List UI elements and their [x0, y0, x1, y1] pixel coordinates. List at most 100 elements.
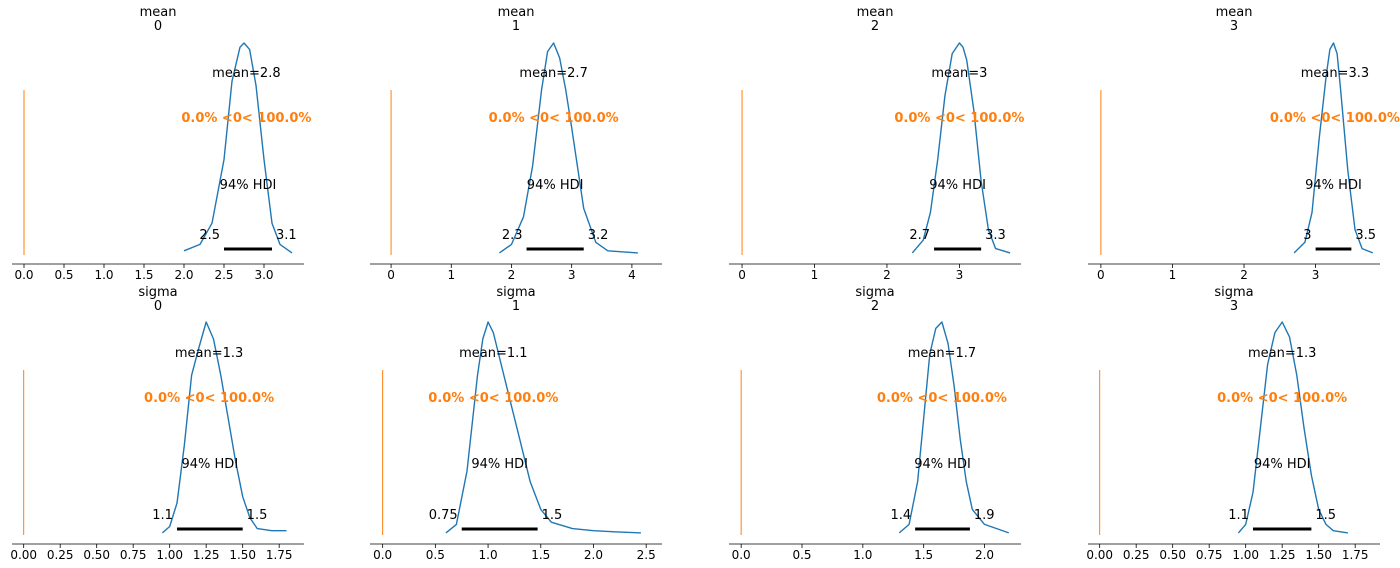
panel-subtitle: 2 — [871, 299, 879, 314]
reference-percent-label: 0.0% <0< 100.0% — [144, 391, 274, 406]
x-tick-label: 2.0 — [975, 548, 994, 562]
mean-label: mean=3 — [931, 66, 987, 81]
x-tick-label: 0.0 — [732, 548, 751, 562]
panel-subtitle: 1 — [512, 299, 520, 314]
x-tick-label: 0.75 — [1196, 548, 1223, 562]
x-tick-label: 1 — [1169, 268, 1177, 282]
x-tick-label: 2.5 — [637, 548, 656, 562]
x-tick-label: 0.25 — [1123, 548, 1150, 562]
hdi-low-label: 0.75 — [429, 508, 458, 523]
posterior-kde-line — [445, 321, 641, 534]
panel-subtitle: 1 — [512, 19, 520, 34]
panel-subtitle: 0 — [154, 19, 162, 34]
reference-percent-label: 0.0% <0< 100.0% — [428, 391, 558, 406]
hdi-label: 94% HDI — [471, 457, 528, 472]
hdi-label: 94% HDI — [914, 457, 971, 472]
x-tick-label: 3.0 — [254, 268, 273, 282]
hdi-low-label: 3 — [1303, 228, 1311, 243]
x-tick-label: 0.00 — [10, 548, 37, 562]
x-tick-label: 3 — [1312, 268, 1320, 282]
x-tick-label: 1 — [447, 268, 455, 282]
hdi-high-label: 3.1 — [276, 228, 297, 243]
hdi-high-label: 1.5 — [247, 508, 268, 523]
x-tick-label: 2.0 — [584, 548, 603, 562]
mean-label: mean=1.3 — [175, 346, 243, 361]
x-tick-label: 0.5 — [792, 548, 811, 562]
hdi-label: 94% HDI — [220, 178, 277, 193]
mean-label: mean=2.8 — [212, 66, 280, 81]
x-tick-label: 1.50 — [1305, 548, 1332, 562]
hdi-label: 94% HDI — [1254, 457, 1311, 472]
x-tick-label: 0.25 — [47, 548, 74, 562]
mean-label: mean=1.1 — [459, 346, 527, 361]
panel-title: mean — [857, 5, 894, 20]
mean-label: mean=3.3 — [1301, 66, 1369, 81]
x-tick-label: 1.0 — [853, 548, 872, 562]
hdi-low-label: 1.1 — [1228, 508, 1249, 523]
x-tick-label: 0 — [1097, 268, 1105, 282]
x-tick-label: 3 — [956, 268, 964, 282]
panel-subtitle: 3 — [1230, 19, 1238, 34]
reference-percent-label: 0.0% <0< 100.0% — [894, 111, 1024, 126]
panel-subtitle: 0 — [154, 299, 162, 314]
panel-subtitle: 3 — [1230, 299, 1238, 314]
hdi-label: 94% HDI — [929, 178, 986, 193]
reference-percent-label: 0.0% <0< 100.0% — [877, 391, 1007, 406]
posterior-kde-line — [911, 42, 1011, 254]
x-tick-label: 0.50 — [1159, 548, 1186, 562]
x-tick-label: 1.5 — [134, 268, 153, 282]
mean-label: mean=1.3 — [1248, 346, 1316, 361]
x-tick-label: 0 — [738, 268, 746, 282]
x-tick-label: 2 — [883, 268, 891, 282]
x-tick-label: 1.5 — [531, 548, 550, 562]
hdi-low-label: 2.7 — [909, 228, 930, 243]
panel-title: mean — [1216, 5, 1253, 20]
x-tick-label: 4 — [628, 268, 636, 282]
hdi-low-label: 1.1 — [152, 508, 173, 523]
x-tick-label: 2.5 — [214, 268, 233, 282]
hdi-high-label: 1.9 — [974, 508, 995, 523]
hdi-high-label: 3.3 — [985, 228, 1006, 243]
x-tick-label: 2 — [1240, 268, 1248, 282]
x-tick-label: 0.0 — [373, 548, 392, 562]
hdi-label: 94% HDI — [1305, 178, 1362, 193]
reference-percent-label: 0.0% <0< 100.0% — [181, 111, 311, 126]
x-tick-label: 0.00 — [1086, 548, 1113, 562]
panel-subtitle: 2 — [871, 19, 879, 34]
x-tick-label: 1 — [811, 268, 819, 282]
hdi-label: 94% HDI — [182, 457, 239, 472]
hdi-high-label: 1.5 — [542, 508, 563, 523]
x-tick-label: 0 — [387, 268, 395, 282]
reference-percent-label: 0.0% <0< 100.0% — [489, 111, 619, 126]
hdi-low-label: 2.5 — [199, 228, 220, 243]
hdi-label: 94% HDI — [527, 178, 584, 193]
posterior-kde-line — [898, 321, 1010, 534]
posterior-kde-line — [498, 42, 638, 254]
x-tick-label: 3 — [568, 268, 576, 282]
mean-label: mean=2.7 — [519, 66, 587, 81]
posterior-kde-line — [1293, 42, 1374, 254]
x-tick-label: 1.00 — [156, 548, 183, 562]
posterior-kde-line — [161, 321, 287, 534]
x-tick-label: 1.25 — [1269, 548, 1296, 562]
x-tick-label: 0.5 — [426, 548, 445, 562]
panel-title: sigma — [1214, 285, 1253, 300]
x-tick-label: 1.0 — [94, 268, 113, 282]
x-tick-label: 1.00 — [1232, 548, 1259, 562]
panel-title: sigma — [138, 285, 177, 300]
x-tick-label: 2 — [508, 268, 516, 282]
x-tick-label: 1.50 — [229, 548, 256, 562]
x-tick-label: 0.0 — [14, 268, 33, 282]
hdi-high-label: 3.5 — [1355, 228, 1376, 243]
posterior-kde-line — [183, 42, 293, 254]
x-tick-label: 0.50 — [83, 548, 110, 562]
x-tick-label: 1.75 — [266, 548, 293, 562]
